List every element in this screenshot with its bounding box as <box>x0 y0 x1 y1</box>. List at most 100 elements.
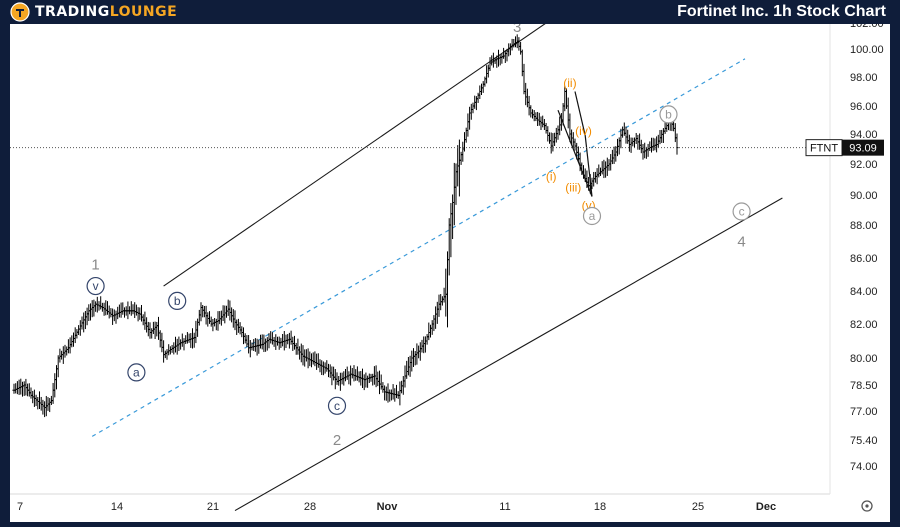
y-tick-label: 96.00 <box>850 101 878 113</box>
x-tick-label: Nov <box>377 501 399 513</box>
ohlc-bar <box>454 163 458 205</box>
ohlc-bar <box>168 346 172 355</box>
ohlc-bar <box>391 384 395 400</box>
ohlc-bar <box>517 37 521 51</box>
last-price-tag: 93.09 <box>842 139 884 156</box>
subwave-label: (i) <box>546 169 557 183</box>
wave-circle-label: b <box>168 291 187 310</box>
ohlc-bar <box>308 351 312 367</box>
ohlc-bar <box>451 194 455 240</box>
ohlc-bar <box>389 389 393 401</box>
ohlc-bar <box>66 339 70 354</box>
ohlc-bar <box>474 96 478 111</box>
ohlc-bar <box>430 320 434 335</box>
ohlc-bar <box>240 326 244 338</box>
channel-line[interactable] <box>163 0 783 287</box>
ohlc-bar <box>27 383 31 397</box>
ohlc-bar <box>221 305 225 322</box>
ohlc-bar <box>226 299 230 316</box>
ohlc-bar <box>90 300 94 318</box>
ohlc-bar <box>604 161 608 178</box>
ohlc-bar <box>109 308 113 318</box>
ohlc-bar <box>605 157 609 176</box>
ohlc-bar <box>401 376 405 395</box>
ohlc-bar <box>287 332 291 349</box>
ohlc-bar <box>61 346 65 364</box>
ohlc-bar <box>381 382 385 393</box>
settings-gear-icon[interactable] <box>861 500 873 512</box>
ohlc-bar <box>129 301 133 316</box>
ohlc-bar <box>162 340 166 363</box>
ohlc-bar <box>143 311 147 330</box>
ohlc-bar <box>653 138 657 151</box>
ohlc-bar <box>114 310 118 324</box>
ohlc-bar <box>483 76 487 87</box>
ohlc-bar <box>189 333 193 348</box>
brand-name-part2: LOUNGE <box>109 4 178 20</box>
ohlc-bar <box>411 348 416 367</box>
wave-circle-text: b <box>665 107 672 121</box>
ohlc-bar <box>172 342 176 355</box>
ohlc-bar <box>488 57 492 72</box>
ohlc-bar <box>462 132 467 152</box>
y-tick-label: 86.00 <box>850 253 878 265</box>
ohlc-bar <box>352 365 356 382</box>
ohlc-bar <box>469 103 473 120</box>
dashed-channel-line[interactable] <box>91 58 746 437</box>
ohlc-bar <box>104 300 108 316</box>
ohlc-bar <box>478 85 482 99</box>
ohlc-bar <box>163 350 167 359</box>
ohlc-bar <box>197 309 201 326</box>
ohlc-bar <box>330 366 334 386</box>
wave-circle-label: c <box>732 202 751 221</box>
ohlc-bar <box>440 296 444 306</box>
ohlc-bar <box>394 384 399 399</box>
ohlc-bar <box>354 369 358 381</box>
wave-circle-label: a <box>582 206 602 226</box>
ohlc-bar <box>400 380 404 394</box>
ohlc-bar <box>145 317 149 333</box>
plot-area[interactable]: 74.00 75.40 77.00 78.50 80.00 82.00 84.00 86.00… <box>10 0 890 522</box>
ohlc-bar <box>639 139 643 154</box>
ohlc-bar <box>427 322 431 341</box>
y-tick-label: 82.00 <box>850 319 878 331</box>
ohlc-bar <box>88 303 93 321</box>
ohlc-bar <box>230 307 234 323</box>
ohlc-bar <box>156 316 161 340</box>
ohlc-bar <box>22 381 26 396</box>
ohlc-bar <box>119 302 123 318</box>
ohlc-bar <box>530 109 535 119</box>
brand-logo[interactable]: TRADINGLOUNGE <box>10 2 177 22</box>
ohlc-bar <box>292 335 297 350</box>
ohlc-bar <box>155 321 159 337</box>
x-tick-label: 14 <box>111 501 123 513</box>
ohlc-bar <box>94 301 98 312</box>
ohlc-bar <box>383 385 387 401</box>
ohlc-bar <box>632 137 637 148</box>
ohlc-bar <box>284 334 288 348</box>
ohlc-bar <box>332 366 336 381</box>
ohlc-bar <box>622 122 626 136</box>
ohlc-bar <box>92 299 96 317</box>
ohlc-bar <box>134 304 138 316</box>
chart-canvas[interactable]: 74.00 75.40 77.00 78.50 80.00 82.00 84.00 86.00… <box>10 0 890 522</box>
ohlc-bar <box>248 339 252 358</box>
ohlc-bar <box>663 121 667 134</box>
ohlc-bar <box>558 116 562 136</box>
ohlc-bar <box>349 365 353 386</box>
ohlc-bar <box>75 329 79 339</box>
ohlc-bar <box>592 171 596 187</box>
ohlc-bar <box>537 112 541 126</box>
wave-label: 1 <box>91 257 99 274</box>
wave-circle-text: a <box>589 209 596 223</box>
channel-line[interactable] <box>234 197 783 512</box>
ohlc-bar <box>194 320 198 344</box>
ohlc-bar <box>175 338 179 355</box>
wave-circle-text: c <box>739 205 745 219</box>
ohlc-bar <box>71 332 76 347</box>
wave-circle-label: c <box>327 396 347 415</box>
ohlc-bar <box>202 305 206 318</box>
y-tick-label: 77.00 <box>850 406 878 418</box>
wave-circle-text: v <box>93 279 99 293</box>
subwave-label: (iv) <box>575 124 592 138</box>
